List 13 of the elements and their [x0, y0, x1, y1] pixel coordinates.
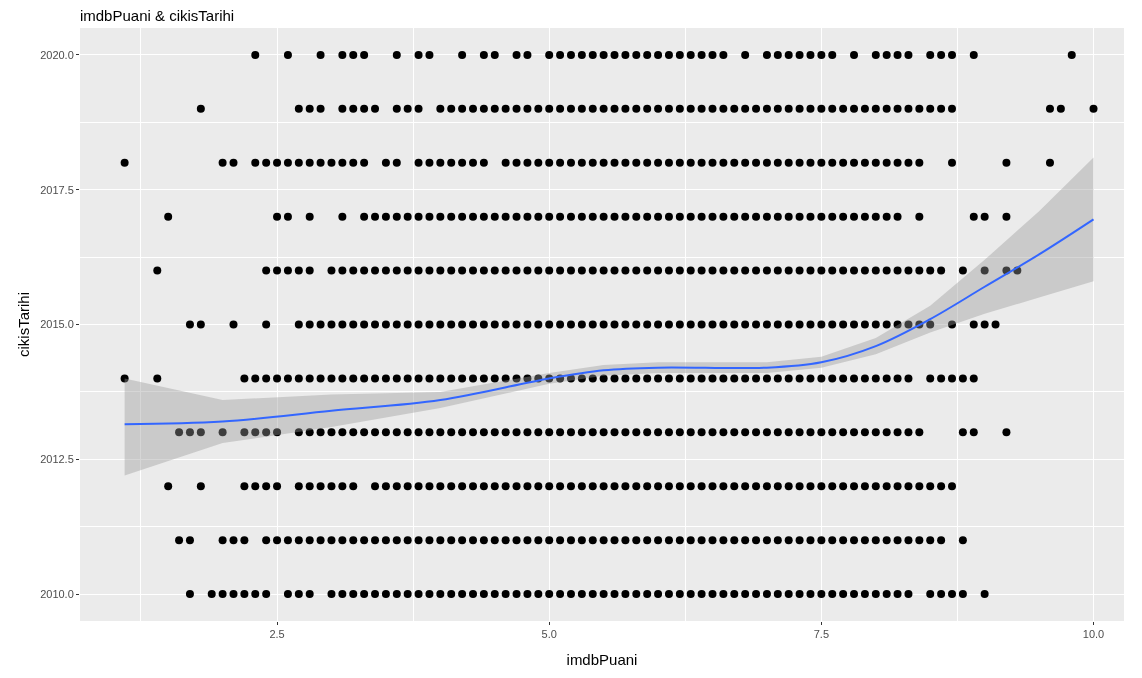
- y-axis-title: cikisTarihi: [15, 291, 33, 358]
- x-tick-label: 7.5: [813, 628, 830, 641]
- x-tick-label: 10.0: [1082, 628, 1105, 641]
- y-tick-label: 2017.5: [40, 183, 74, 196]
- y-tick-label: 2020.0: [40, 48, 74, 61]
- y-tick-label: 2015.0: [40, 318, 74, 331]
- chart-title: imdbPuani & cikisTarihi: [79, 6, 235, 24]
- line-series: [123, 218, 1095, 426]
- x-axis-title: imdbPuani: [566, 651, 638, 669]
- y-tick-label: 2010.0: [40, 587, 74, 600]
- y-tick-label: 2012.5: [40, 453, 74, 466]
- x-tick-label: 5.0: [541, 628, 557, 641]
- x-tick-label: 2.5: [269, 628, 285, 641]
